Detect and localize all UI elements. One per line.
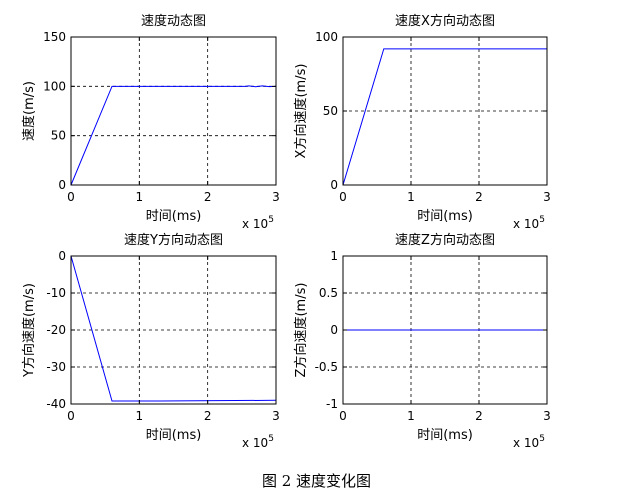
y-axis-label: Z方向速度(m/s) [293,283,309,378]
x-axis-multiplier: x 105 [242,215,274,231]
x-tick-label: 0 [67,409,75,423]
x-tick-label: 3 [272,190,280,204]
y-tick-label: -1 [326,397,338,411]
x-tick-label: 2 [204,190,212,204]
y-tick-label: 50 [323,104,338,118]
y-tick-label: 0 [58,178,66,192]
x-tick-label: 1 [136,190,144,204]
y-tick-label: 0.5 [319,286,338,300]
y-tick-label: -10 [46,286,66,300]
y-tick-label: 1 [330,249,338,263]
x-axis-label: 时间(ms) [417,209,473,224]
y-tick-label: -40 [46,397,66,411]
x-tick-label: 2 [475,409,483,423]
x-axis-label: 时间(ms) [146,209,202,224]
x-axis-multiplier: x 105 [513,215,545,231]
y-tick-label: -0.5 [315,360,338,374]
x-axis-label: 时间(ms) [146,428,202,443]
y-tick-label: 0 [330,323,338,337]
x-tick-label: 0 [339,190,347,204]
y-axis-label: 速度(m/s) [21,81,37,141]
y-axis-label: Y方向速度(m/s) [21,283,37,378]
chart-title: 速度动态图 [141,13,206,29]
x-tick-label: 2 [475,190,483,204]
data-line [342,48,547,186]
data-line [70,255,277,402]
chart-title: 速度X方向动态图 [395,13,495,29]
chart-title: 速度Z方向动态图 [395,232,495,248]
plot-area [71,37,276,185]
y-tick-label: 100 [43,79,66,93]
x-tick-label: 3 [543,409,551,423]
x-axis-multiplier: x 105 [242,434,274,450]
x-tick-label: 0 [339,409,347,423]
figure-caption: 图 2 速度变化图 [261,472,372,490]
x-tick-label: 3 [543,190,551,204]
x-tick-label: 1 [407,409,415,423]
y-tick-label: -30 [46,360,66,374]
y-tick-label: 50 [51,129,66,143]
axes-box [70,36,277,186]
y-tick-label: 0 [330,178,338,192]
chart-title: 速度Y方向动态图 [124,232,223,248]
y-tick-label: -20 [46,323,66,337]
y-tick-label: 0 [58,249,66,263]
x-tick-label: 2 [204,409,212,423]
x-tick-label: 1 [136,409,144,423]
x-axis-label: 时间(ms) [417,428,473,443]
x-tick-label: 1 [407,190,415,204]
y-axis-label: X方向速度(m/s) [293,64,309,159]
x-axis-multiplier: x 105 [513,434,545,450]
x-tick-label: 3 [272,409,280,423]
y-tick-label: 150 [43,30,66,44]
x-tick-label: 0 [67,190,75,204]
y-tick-label: 100 [315,30,338,44]
data-line [70,85,277,186]
